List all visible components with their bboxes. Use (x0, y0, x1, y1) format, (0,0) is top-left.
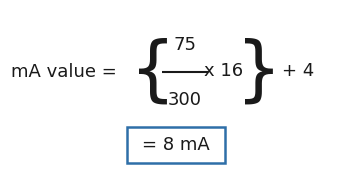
Text: = 8 mA: = 8 mA (142, 136, 210, 154)
Text: 300: 300 (168, 90, 202, 109)
Text: {: { (130, 38, 176, 107)
Text: }: } (236, 38, 282, 107)
Text: x 16: x 16 (204, 62, 243, 80)
FancyBboxPatch shape (127, 127, 225, 163)
Text: 75: 75 (173, 36, 196, 54)
Text: + 4: + 4 (282, 62, 314, 80)
Text: mA value =: mA value = (11, 63, 116, 81)
